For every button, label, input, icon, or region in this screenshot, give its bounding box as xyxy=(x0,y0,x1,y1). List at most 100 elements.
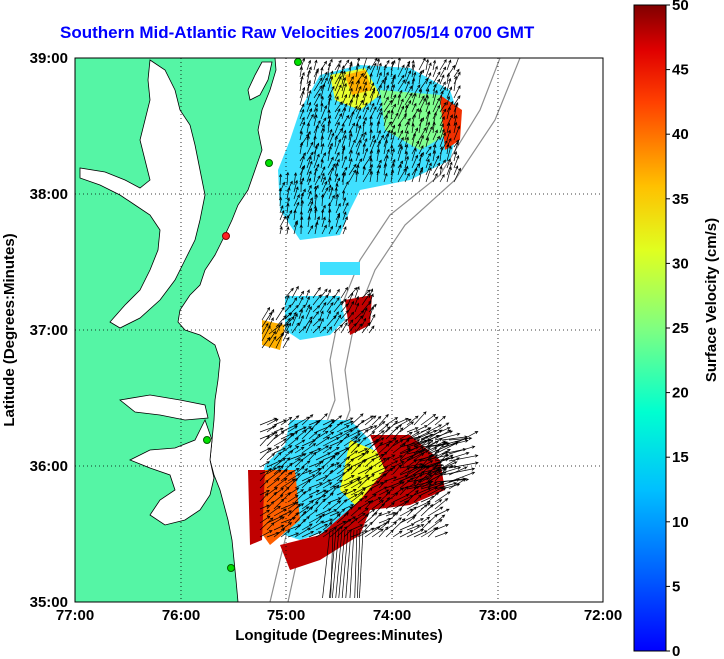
velocity-arrow xyxy=(350,512,366,524)
velocity-arrow xyxy=(333,311,339,320)
velocity-arrow xyxy=(432,97,440,113)
velocity-arrow xyxy=(306,79,311,92)
velocity-arrow xyxy=(413,441,439,455)
velocity-arrow xyxy=(359,529,364,599)
velocity-arrow xyxy=(411,108,420,120)
velocity-arrow xyxy=(266,465,281,475)
velocity-arrow xyxy=(427,499,443,510)
velocity-arrow xyxy=(432,65,438,78)
velocity-arrow xyxy=(453,58,461,71)
velocity-arrow xyxy=(371,486,388,496)
velocity-arrow xyxy=(299,103,305,113)
velocity-arrow xyxy=(432,78,441,92)
velocity-arrow xyxy=(364,425,378,433)
velocity-arrow xyxy=(266,452,276,461)
velocity-arrow xyxy=(266,515,283,524)
velocity-arrow xyxy=(397,79,406,92)
velocity-arrow xyxy=(418,95,425,106)
velocity-arrow xyxy=(308,489,320,496)
velocity-arrow xyxy=(385,476,398,482)
velocity-arrow xyxy=(355,133,364,148)
velocity-arrow xyxy=(411,132,417,148)
velocity-arrow xyxy=(312,325,321,334)
velocity-arrow xyxy=(305,295,310,306)
velocity-arrow xyxy=(357,436,367,447)
velocity-arrow xyxy=(294,453,307,461)
velocity-arrow xyxy=(378,413,389,426)
velocity-arrow xyxy=(334,151,340,162)
velocity-arrow xyxy=(307,224,314,235)
velocity-arrow xyxy=(348,129,352,141)
velocity-arrow xyxy=(362,120,366,134)
velocity-arrow xyxy=(420,516,431,524)
velocity-arrow xyxy=(399,523,415,531)
velocity-arrow xyxy=(427,519,443,531)
velocity-arrow xyxy=(425,158,430,169)
y-axis-label: Latitude (Degrees:Minutes) xyxy=(1,233,18,426)
velocity-arrow xyxy=(439,90,444,106)
velocity-arrow xyxy=(341,172,345,186)
velocity-arrow xyxy=(334,63,341,78)
velocity-arrow xyxy=(314,207,318,221)
velocity-arrow xyxy=(432,162,441,176)
velocity-arrow xyxy=(425,126,433,141)
velocity-arrow xyxy=(418,145,424,155)
velocity-arrow xyxy=(378,511,392,517)
velocity-arrow xyxy=(313,85,323,99)
velocity-arrow xyxy=(411,167,418,183)
x-tick-label: 76:00 xyxy=(162,607,200,624)
velocity-arrow xyxy=(306,141,314,155)
velocity-arrow xyxy=(328,176,332,186)
velocity-arrow xyxy=(432,121,436,134)
velocity-arrow xyxy=(434,524,449,531)
velocity-arrow xyxy=(347,311,355,320)
velocity-arrow xyxy=(362,147,369,162)
velocity-arrow xyxy=(453,125,461,141)
x-tick-label: 72:00 xyxy=(584,607,622,624)
velocity-arrow xyxy=(364,415,377,426)
velocity-arrow xyxy=(341,529,349,599)
velocity-arrow xyxy=(299,66,303,78)
velocity-arrow xyxy=(259,490,270,496)
velocity-arrow xyxy=(335,224,342,235)
velocity-arrow xyxy=(305,289,310,299)
velocity-arrow xyxy=(399,431,413,440)
velocity-arrow xyxy=(392,461,405,468)
velocity-arrow xyxy=(315,445,330,454)
colorbar-tick-label: 20 xyxy=(672,385,689,402)
velocity-arrow xyxy=(305,316,313,327)
velocity-arrow xyxy=(327,145,332,162)
velocity-arrow xyxy=(453,103,458,120)
velocity-arrow xyxy=(404,117,411,127)
velocity-arrow xyxy=(348,87,353,99)
velocity-arrow xyxy=(399,508,414,517)
velocity-arrow xyxy=(320,193,325,207)
velocity-arrow xyxy=(273,477,288,489)
velocity-arrow xyxy=(371,497,382,503)
colorbar-tick-label: 35 xyxy=(672,191,689,208)
velocity-arrow xyxy=(362,81,367,92)
velocity-arrow xyxy=(259,504,270,510)
velocity-arrow xyxy=(293,186,299,200)
velocity-arrow xyxy=(308,501,319,510)
velocity-arrow xyxy=(439,115,445,127)
velocity-arrow xyxy=(335,193,340,207)
velocity-arrow xyxy=(348,163,357,176)
x-tick-label: 73:00 xyxy=(479,607,517,624)
colorbar-label: Surface Velocity (cm/s) xyxy=(703,218,720,382)
velocity-arrow xyxy=(406,415,419,426)
velocity-arrow xyxy=(406,427,432,441)
velocity-arrow xyxy=(299,224,303,235)
velocity-arrow xyxy=(338,529,346,599)
velocity-arrow xyxy=(418,168,423,183)
velocity-arrow xyxy=(411,102,417,113)
grid-lines xyxy=(75,58,603,602)
velocity-arrow xyxy=(446,158,451,169)
velocity-arrow xyxy=(334,135,338,148)
velocity-arrow xyxy=(413,524,425,531)
velocity-arrow xyxy=(446,86,453,99)
velocity-arrow xyxy=(425,152,431,162)
velocity-arrow xyxy=(328,184,332,193)
velocity-arrow xyxy=(294,527,311,538)
velocity-arrow xyxy=(371,457,387,468)
